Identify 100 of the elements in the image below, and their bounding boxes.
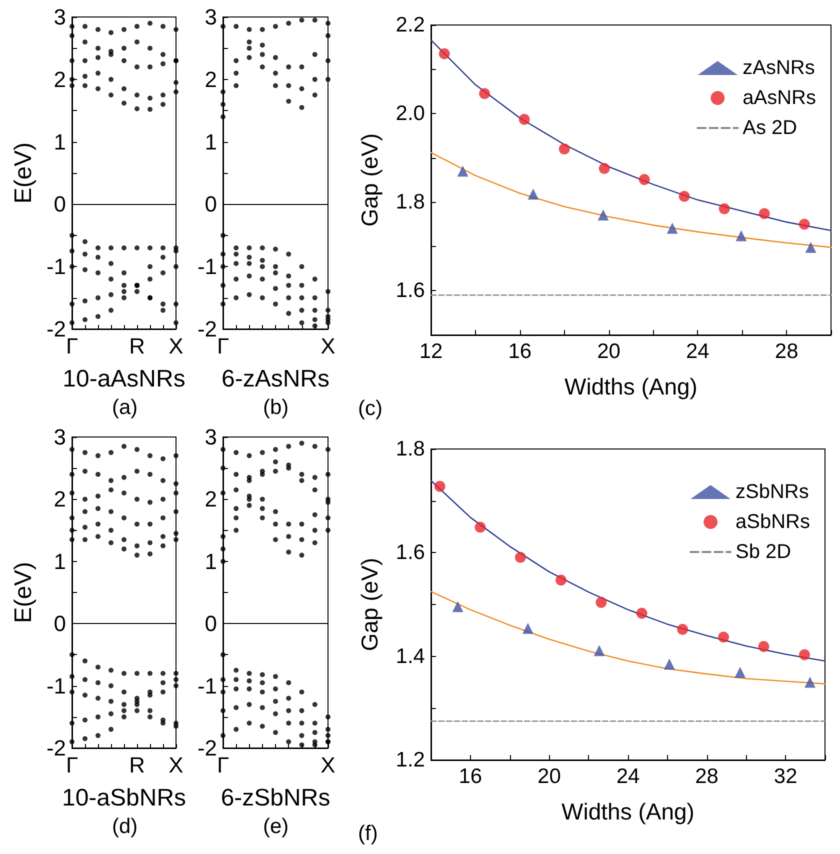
y-tick-label: 1 [204,548,217,574]
point [326,446,330,452]
x-tick-label: Γ [66,334,78,358]
point [108,260,114,266]
point [312,308,318,313]
point [299,320,304,326]
point [148,46,152,51]
point [160,690,166,695]
point [160,478,166,484]
y-tick-label: -2 [46,736,66,760]
point [260,472,265,477]
point [299,18,304,23]
point [148,714,152,720]
point [326,289,330,294]
line-series [430,152,832,248]
line-series [430,590,826,684]
point [312,742,318,748]
point [122,490,126,496]
y-tick-label: 3 [54,4,66,30]
point [96,295,100,300]
point [434,480,446,492]
y-tick-label: 1.8 [396,438,425,460]
point [234,58,239,64]
point [96,26,100,32]
point [246,453,252,458]
point [96,254,100,260]
x-axis-title: 10-aSbNRs [62,784,186,812]
x-axis-title: Widths (Ang) [562,798,694,824]
point [174,724,178,729]
point [273,24,278,29]
point [234,70,239,76]
point [174,264,178,270]
point [518,114,530,125]
point [246,46,252,51]
point [234,528,239,533]
point [108,276,114,282]
point [312,487,318,492]
point [260,672,265,678]
point [312,76,318,82]
y-tick-label: 0 [204,192,217,217]
point [299,690,304,695]
x-tick-label: 28 [774,340,798,363]
point [312,52,318,57]
point [299,708,304,714]
point [148,540,152,546]
point [148,20,152,26]
point [312,528,318,533]
point [312,295,318,300]
y-axis-title: E(eV) [10,142,38,204]
point [82,298,88,304]
point [260,264,265,270]
y-tick-label: -2 [46,316,66,342]
point [246,260,252,266]
point [134,468,140,474]
point [260,450,265,456]
point [326,472,330,477]
point [96,70,100,76]
point [82,239,88,244]
y-tick-label: 1.4 [396,644,426,668]
point [108,683,114,688]
point [286,696,292,701]
point [286,273,292,278]
y-tick-label: -1 [46,254,66,280]
point [82,658,88,664]
point [70,472,74,477]
point [273,286,278,291]
point [246,26,252,32]
point [273,686,278,692]
point [273,509,278,514]
y-axis-title: Gap (eV) [356,133,382,227]
point [70,528,74,533]
point [108,76,114,82]
text: (a) [112,396,138,419]
y-tick-label: 0 [204,611,217,636]
point [326,58,330,64]
text: (d) [112,815,138,838]
point [160,270,166,276]
point [122,58,126,64]
point [234,472,239,477]
point [160,720,166,726]
point [299,522,304,527]
point [596,596,607,608]
point [312,92,318,98]
point [234,24,239,29]
point [273,522,278,527]
point [286,83,292,88]
y-tick-label: 1 [204,129,217,154]
point [326,20,330,26]
point [299,440,304,446]
point [522,622,534,634]
point [220,546,226,552]
point [82,509,88,514]
point [160,254,166,260]
point [174,58,178,64]
point [108,245,114,250]
x-tick-label: Γ [216,752,230,778]
point [286,522,292,527]
point [82,692,88,698]
y-tick-label: 1.6 [396,279,425,302]
point [134,670,140,676]
